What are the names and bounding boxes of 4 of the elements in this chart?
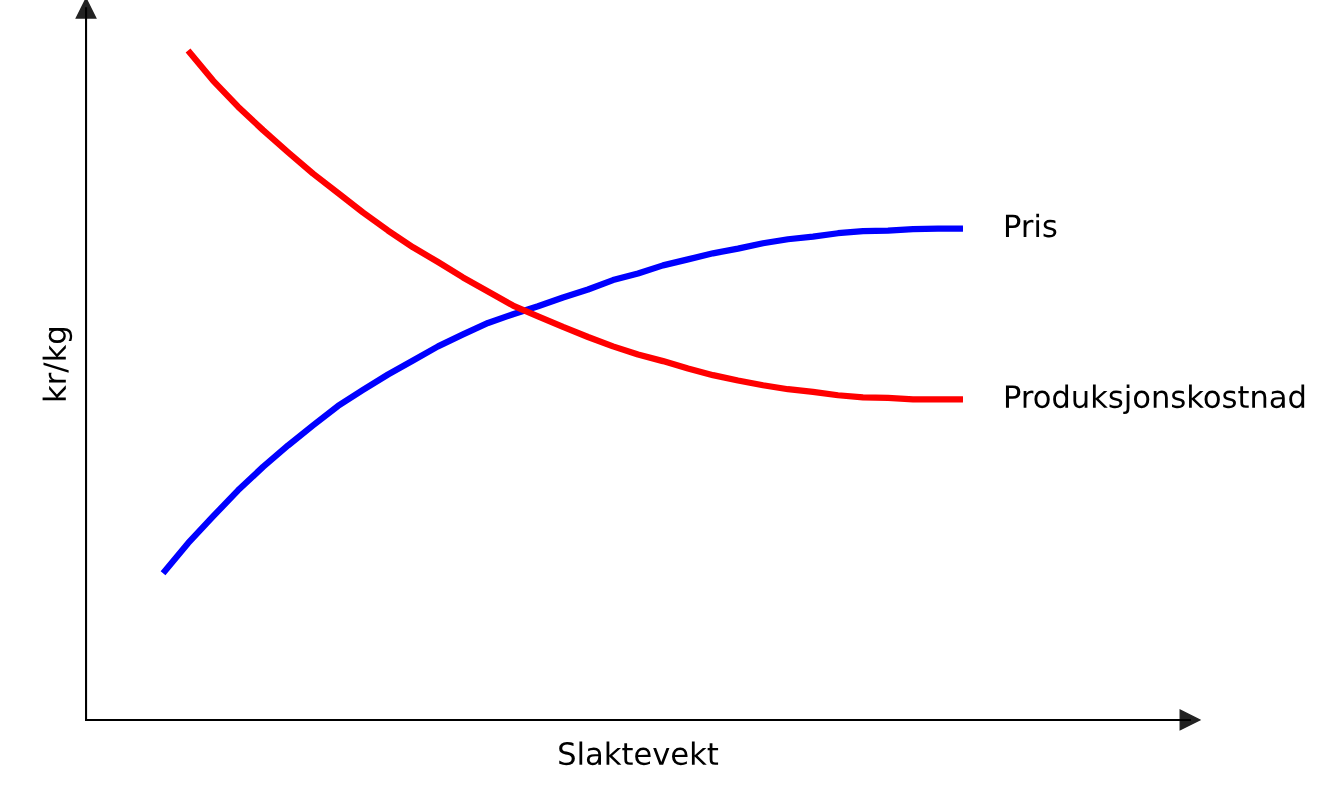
- x-axis-title: Slaktevekt: [559, 741, 719, 766]
- series-label: Produksjonskostnad: [1005, 384, 1305, 415]
- series-label: Pris: [1005, 213, 1057, 238]
- y-axis-title: kr/kg: [42, 328, 73, 401]
